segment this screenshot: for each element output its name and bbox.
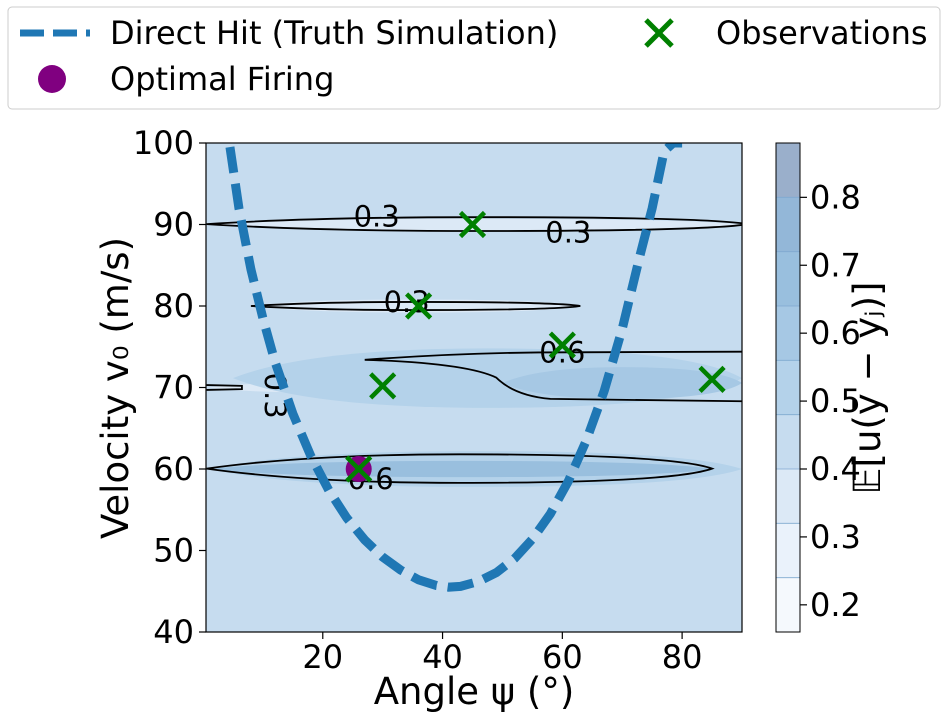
contour-label-0-3-top-left: 0.3 [354,199,400,233]
observation-stroke [698,365,726,393]
legend: Direct Hit (Truth Simulation) Observatio… [7,6,941,110]
colorbar-cell-0 [776,577,800,632]
y-tick-label: 100 [133,124,194,162]
legend-frame [7,6,941,110]
colorbar-tick-label: 0.7 [810,246,861,284]
x-tick-label: 20 [302,638,343,676]
contour-label-0-3-top-right: 0.3 [545,216,591,250]
colorbar-frame [775,142,801,633]
x-axis-label: Angle ψ (°) [374,670,575,713]
x-axis-ticks: 20 40 60 80 [302,632,702,676]
y-axis-label: Velocity v₀ (m/s) [94,237,137,539]
observation-stroke [369,372,397,400]
direct-hit-curve [225,143,683,592]
colorbar-tick-label: 0.4 [810,450,861,488]
observation-point-5 [698,365,726,393]
colorbar-tick-label: 0.5 [810,382,861,420]
y-tick-label: 60 [153,450,194,488]
colorbar-tick-label: 0.8 [810,178,861,216]
observation-point-4 [548,331,576,359]
observation-stroke [458,210,487,239]
y-axis-ticks: 40 50 60 70 80 90 100 [133,124,206,651]
colorbar-cell-4 [776,360,800,415]
x-tick-label: 80 [662,638,703,676]
legend-x-marker-icon [644,18,674,48]
legend-circle-marker-icon [38,65,66,93]
colorbar-cells [776,143,800,632]
contour-label-0-3-rotated: 0.3 [258,373,292,419]
colorbar-cell-1 [776,523,800,578]
x-tick-label: 60 [542,638,583,676]
contour-line-0-3-top [206,216,742,232]
contour-region-4 [502,367,742,399]
colorbar-ticks: 0.2 0.3 0.4 0.5 0.6 0.7 0.8 [800,178,861,624]
legend-label-direct-hit: Direct Hit (Truth Simulation) [110,14,558,52]
y-tick-label: 40 [153,613,194,651]
contour-label-0-6-right: 0.6 [539,335,585,369]
observation-stroke [345,455,373,483]
colorbar-cell-6 [776,251,800,306]
legend-label-observations: Observations [716,14,928,52]
colorbar: 0.2 0.3 0.4 0.5 0.6 0.7 0.8 𝔼[u(ȳ − yⱼ)] [775,142,889,633]
observation-stroke [548,331,576,359]
plot-area: 0.3 0.3 0.3 0.3 0.6 0.6 [205,142,743,633]
observation-point-1 [369,372,397,400]
x-tick-label: 40 [422,638,463,676]
contour-line-0-3-left [206,384,243,391]
colorbar-tick-label: 0.2 [810,586,861,624]
colorbar-cell-3 [776,414,800,469]
colorbar-tick-label: 0.6 [810,314,861,352]
contour-region-6 [208,460,713,478]
y-tick-label: 90 [153,206,194,244]
legend-label-optimal-firing: Optimal Firing [110,60,334,98]
y-tick-label: 80 [153,287,194,325]
observation-point-0 [345,455,373,483]
colorbar-cell-5 [776,306,800,361]
observation-point-2 [405,292,433,320]
y-tick-label: 70 [153,369,194,407]
contour-line-0-6-right [364,350,742,403]
contour-line-0-3-middle [250,301,581,311]
y-tick-label: 50 [153,532,194,570]
colorbar-cell-2 [776,469,800,524]
colorbar-cell-7 [776,197,800,252]
observation-stroke [405,292,433,320]
colorbar-label: 𝔼[u(ȳ − yⱼ)] [846,282,889,495]
observation-point-3 [458,210,487,239]
colorbar-cell-8 [776,143,800,198]
colorbar-tick-label: 0.3 [810,518,861,556]
markers-layer [345,210,726,483]
